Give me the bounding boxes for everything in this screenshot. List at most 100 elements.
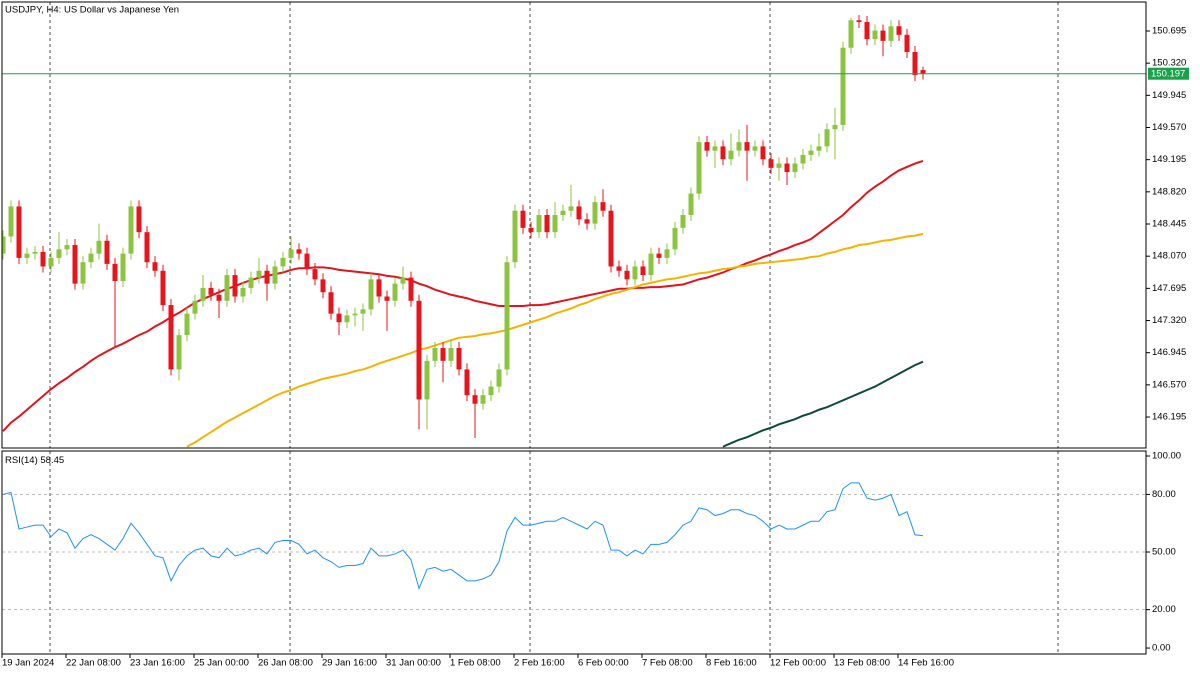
candle-body — [280, 257, 286, 267]
y-tick-label: 150.320 — [1152, 58, 1186, 69]
candle-body — [184, 313, 190, 336]
rsi-last-value: 58.45 — [40, 455, 64, 466]
candle-body — [512, 210, 518, 263]
candle-body — [72, 245, 78, 284]
candle-body — [48, 257, 54, 267]
candle-body — [600, 202, 606, 211]
candle-body — [400, 277, 406, 284]
candle-body — [704, 142, 710, 151]
candle-body — [144, 232, 150, 263]
x-tick-label: 6 Feb 00:00 — [578, 658, 629, 669]
rsi-label: RSI(14) 58.45 — [5, 455, 64, 466]
x-tick-label: 29 Jan 16:00 — [322, 658, 377, 669]
y-tick-label: 149.570 — [1152, 122, 1186, 133]
candle-body — [208, 287, 214, 295]
candle-body — [760, 146, 766, 160]
candle-body — [848, 20, 854, 48]
candle-body — [824, 129, 830, 147]
candle-body — [192, 300, 198, 314]
candle-body — [64, 245, 70, 250]
y-tick-label: 147.695 — [1152, 283, 1186, 294]
candle-body — [664, 249, 670, 258]
candle-body — [624, 270, 630, 280]
candle-body — [560, 210, 566, 216]
y-tick-label: 146.195 — [1152, 412, 1186, 423]
candle-body — [616, 266, 622, 271]
candle-body — [224, 275, 230, 301]
moving-average — [186, 232, 924, 448]
candle-body — [312, 269, 318, 280]
candle-body — [672, 227, 678, 250]
y-tick-label: 100.00 — [1152, 451, 1181, 462]
candle-body — [168, 305, 174, 370]
candle-body — [24, 253, 30, 258]
x-tick-label: 31 Jan 00:00 — [386, 658, 441, 669]
candle-body — [584, 219, 590, 224]
candle-body — [104, 240, 110, 264]
candle-body — [408, 277, 414, 301]
candle-body — [592, 202, 598, 224]
x-tick-label: 14 Feb 16:00 — [898, 658, 954, 669]
candle-body — [232, 275, 238, 297]
candle-body — [352, 313, 358, 316]
y-tick-label: 20.00 — [1152, 604, 1176, 615]
rsi-frame — [1, 450, 1147, 655]
candle-body — [160, 270, 166, 306]
price-frame — [1, 1, 1147, 449]
candle-body — [112, 263, 118, 282]
candle-body — [416, 300, 422, 400]
candle-body — [728, 150, 734, 160]
candle-body — [792, 163, 798, 173]
candle-body — [320, 279, 326, 293]
x-tick-label: 23 Jan 16:00 — [130, 658, 185, 669]
candle-body — [88, 253, 94, 263]
candle-body — [528, 227, 534, 233]
chart-title: USDJPY, H4: US Dollar vs Japanese Yen — [5, 5, 179, 16]
candle-body — [56, 249, 62, 258]
candle-body — [856, 20, 862, 22]
candle-body — [424, 360, 430, 400]
candle-body — [680, 215, 686, 228]
y-tick-label: 148.820 — [1152, 186, 1186, 197]
axes: 150.695 150.320 149.945 149.570 149.195 148.8… — [1, 26, 1189, 669]
price-plot — [2, 15, 1146, 448]
candle-body — [176, 335, 182, 370]
candle-body — [472, 395, 478, 404]
candle-body — [920, 70, 926, 74]
candle-body — [688, 193, 694, 216]
candle-body — [768, 159, 774, 168]
candle-body — [96, 240, 102, 254]
candle-body — [248, 277, 254, 288]
y-tick-label: 146.945 — [1152, 347, 1186, 358]
candle-body — [576, 206, 582, 220]
y-tick-label: 147.320 — [1152, 315, 1186, 326]
candle-body — [648, 253, 654, 276]
candle-body — [888, 26, 894, 41]
candle-body — [808, 150, 814, 155]
candle-body — [128, 206, 134, 254]
candle-body — [872, 30, 878, 40]
candle-body — [152, 262, 158, 271]
rsi-plot — [2, 482, 1146, 611]
last-price-label: 150.197 — [1151, 69, 1185, 80]
candle-body — [464, 369, 470, 396]
candle-body — [488, 386, 494, 396]
candle-body — [896, 26, 902, 35]
candle-body — [336, 313, 342, 323]
candle-body — [80, 262, 86, 284]
candle-body — [384, 296, 390, 301]
y-tick-label: 150.695 — [1152, 26, 1186, 37]
candle-body — [816, 146, 822, 151]
candle-body — [656, 253, 662, 258]
y-tick-label: 50.00 — [1152, 547, 1176, 558]
candle-body — [520, 210, 526, 228]
x-tick-label: 19 Jan 2024 — [2, 658, 54, 669]
y-tick-label: 146.570 — [1152, 379, 1186, 390]
candle-body — [120, 253, 126, 282]
x-tick-label: 26 Jan 08:00 — [258, 658, 313, 669]
y-tick-label: 148.445 — [1152, 219, 1186, 230]
candle-body — [696, 142, 702, 194]
candle-body — [640, 266, 646, 276]
